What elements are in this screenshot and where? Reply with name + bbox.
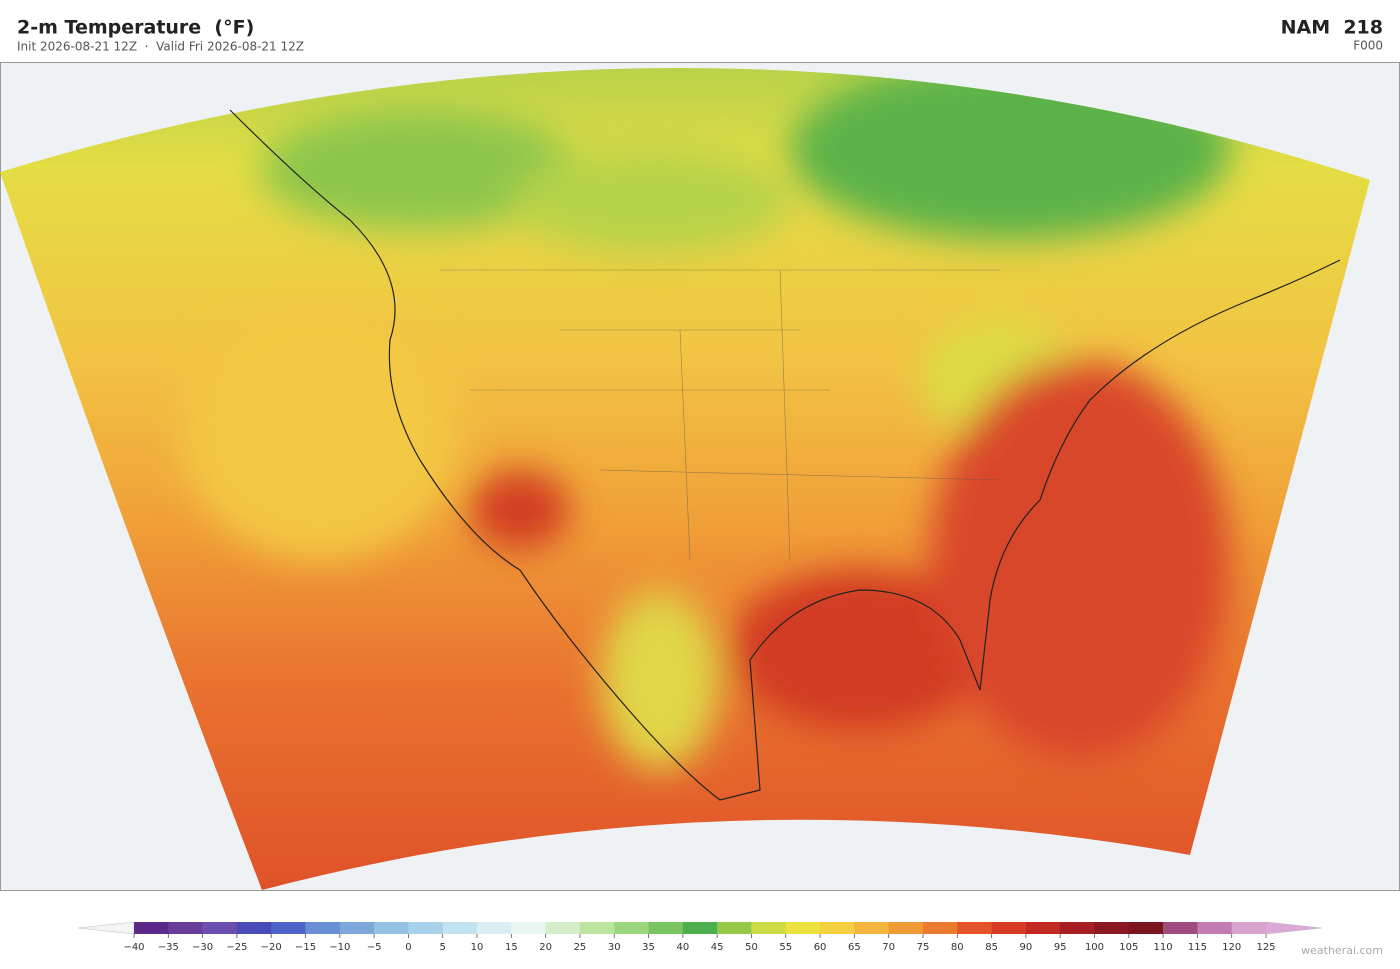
forecast-hour: F000 xyxy=(1353,39,1383,53)
colorbar-segment xyxy=(1231,922,1267,934)
colorbar-segment xyxy=(374,922,409,934)
borders xyxy=(440,269,1001,561)
watermark: weatherai.com xyxy=(1301,944,1383,957)
colorbar-segment xyxy=(888,922,924,934)
temperature-blobs xyxy=(180,67,1230,770)
colorbar-segment xyxy=(991,922,1027,934)
colorbar-tick-label: 35 xyxy=(642,942,655,953)
colorbar-segment xyxy=(271,922,306,934)
colorbar-tick-label: 110 xyxy=(1154,942,1173,953)
colorbar-segment xyxy=(614,922,649,934)
colorbar-tick-label: 90 xyxy=(1020,942,1033,953)
colorbar-segment xyxy=(1197,922,1232,934)
colorbar-over xyxy=(1265,921,1323,935)
colorbar-tick-label: 50 xyxy=(745,942,758,953)
colorbar-segment xyxy=(202,922,238,934)
colorbar-tick-label: 100 xyxy=(1085,942,1104,953)
colorbar-tick-label: 20 xyxy=(539,942,552,953)
colorbar-tick-label: 125 xyxy=(1256,942,1275,953)
colorbar-segment xyxy=(545,922,581,934)
colorbar-tick-label: 40 xyxy=(676,942,689,953)
colorbar-tick-label: 70 xyxy=(882,942,895,953)
colorbar-tick-label: 55 xyxy=(779,942,792,953)
colorbar-segment xyxy=(168,922,203,934)
colorbar-tick-label: 65 xyxy=(848,942,861,953)
colorbar-tick-label: −35 xyxy=(158,942,179,953)
colorbar-segment xyxy=(511,922,546,934)
colorbar-tick-label: 60 xyxy=(814,942,827,953)
colorbar-tick-label: 85 xyxy=(985,942,998,953)
colorbar-segment xyxy=(442,922,478,934)
colorbar-tick-label: −25 xyxy=(226,942,247,953)
colorbar-segment xyxy=(854,922,889,934)
colorbar-segment xyxy=(1163,922,1198,934)
colorbar-segment xyxy=(1128,922,1164,934)
colorbar-tick-label: 115 xyxy=(1188,942,1207,953)
colorbar-segment xyxy=(1094,922,1130,934)
colorbar-tick-label: −5 xyxy=(367,942,382,953)
colorbar-segment xyxy=(751,922,787,934)
colorbar-tick-label: 5 xyxy=(440,942,446,953)
colorbar-segment xyxy=(305,922,341,934)
colorbar-tick-label: 105 xyxy=(1119,942,1138,953)
title: 2-m Temperature (°F) xyxy=(17,17,254,39)
colorbar-tick-label: 120 xyxy=(1222,942,1241,953)
colorbar-tick-label: 45 xyxy=(711,942,724,953)
colorbar-segment xyxy=(579,922,615,934)
colorbar-under xyxy=(77,921,135,935)
colorbar-tick-label: −10 xyxy=(329,942,350,953)
colorbar-tick-label: −30 xyxy=(192,942,213,953)
colorbar-segment xyxy=(339,922,375,934)
colorbar-segment xyxy=(1060,922,1095,934)
colorbar: −40 −35 −30 −25 −20 −15 −10 −5 0 5 10 15 20 25 30 35 40 4… xyxy=(77,921,1323,953)
colorbar-segment xyxy=(785,922,821,934)
colorbar-segment xyxy=(957,922,992,934)
colorbar-tick-label: 75 xyxy=(917,942,930,953)
colorbar-tick-label: 15 xyxy=(505,942,518,953)
colorbar-tick-label: −15 xyxy=(295,942,316,953)
colorbar-tick-label: 10 xyxy=(471,942,484,953)
colorbar-tick-label: 30 xyxy=(608,942,621,953)
colorbar-tick-label: 80 xyxy=(951,942,964,953)
colorbar-tick-label: −20 xyxy=(261,942,282,953)
subtitle: Init 2026-08-21 12Z · Valid Fri 2026-08-… xyxy=(17,40,304,54)
colorbar-tick-label: 0 xyxy=(405,942,411,953)
colorbar-segment xyxy=(922,922,958,934)
colorbar-tick-label: −40 xyxy=(123,942,144,953)
model: NAM 218 xyxy=(1281,17,1383,39)
colorbar-segment xyxy=(717,922,752,934)
colorbar-segment xyxy=(820,922,855,934)
colorbar-segment xyxy=(408,922,444,934)
colorbar-segment xyxy=(236,922,272,934)
colorbar-segment xyxy=(1025,922,1061,934)
coastline xyxy=(229,109,1341,801)
colorbar-tick-label: 95 xyxy=(1054,942,1067,953)
colorbar-segment xyxy=(477,922,512,934)
colorbar-tick-label: 25 xyxy=(574,942,587,953)
colorbar-segment xyxy=(134,922,169,934)
colorbar-segment xyxy=(682,922,718,934)
colorbar-segment xyxy=(648,922,684,934)
map xyxy=(0,62,1400,891)
